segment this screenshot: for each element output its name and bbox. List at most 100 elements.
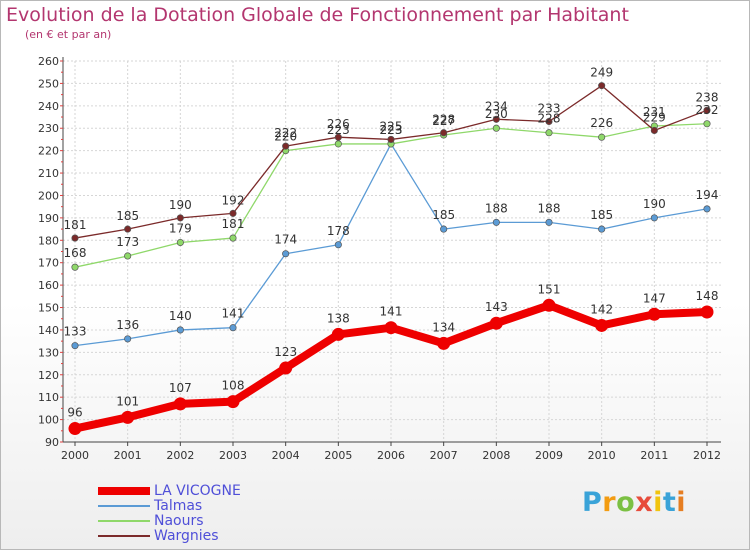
y-tick-label: 220 xyxy=(38,145,59,158)
data-label: 178 xyxy=(327,224,350,238)
x-tick-label: 2012 xyxy=(693,449,721,462)
data-label: 194 xyxy=(696,188,719,202)
x-tick-label: 2006 xyxy=(377,449,405,462)
data-point xyxy=(440,129,448,137)
data-label: 223 xyxy=(380,123,403,137)
data-label: 222 xyxy=(274,126,297,140)
data-label: 143 xyxy=(485,300,508,314)
data-point xyxy=(331,327,345,341)
data-point xyxy=(703,205,711,213)
x-tick-label: 2008 xyxy=(482,449,510,462)
chart-subtitle: (en € et par an) xyxy=(25,28,112,41)
y-tick-label: 180 xyxy=(38,234,59,247)
data-label: 168 xyxy=(64,246,87,260)
y-tick-label: 240 xyxy=(38,100,59,113)
data-point xyxy=(545,129,553,137)
data-label: 108 xyxy=(222,379,245,393)
data-point xyxy=(279,361,293,375)
y-tick-label: 120 xyxy=(38,369,59,382)
data-point xyxy=(282,142,290,150)
data-label: 138 xyxy=(327,311,350,325)
data-point xyxy=(71,342,79,350)
data-label: 107 xyxy=(169,381,192,395)
data-label: 188 xyxy=(538,201,561,215)
data-label: 229 xyxy=(643,110,666,124)
x-tick-label: 2002 xyxy=(166,449,194,462)
data-point xyxy=(121,410,135,424)
logo-letter: x xyxy=(635,487,654,518)
y-tick-label: 200 xyxy=(38,189,59,202)
data-point xyxy=(545,218,553,226)
data-point xyxy=(492,218,500,226)
data-label: 226 xyxy=(327,117,350,131)
data-label: 179 xyxy=(169,222,192,236)
data-point xyxy=(598,133,606,141)
data-point xyxy=(124,225,132,233)
logo-letter: P xyxy=(582,487,603,518)
data-point xyxy=(229,234,237,242)
data-point xyxy=(229,209,237,217)
data-label: 134 xyxy=(432,320,455,334)
data-label: 230 xyxy=(485,107,508,121)
x-tick-label: 2010 xyxy=(588,449,616,462)
data-label: 233 xyxy=(538,102,561,116)
data-point xyxy=(492,115,500,123)
data-label: 228 xyxy=(538,112,561,126)
y-tick-label: 110 xyxy=(38,391,59,404)
y-tick-label: 130 xyxy=(38,346,59,359)
legend-swatch xyxy=(98,505,150,507)
data-point xyxy=(703,120,711,128)
data-point xyxy=(334,133,342,141)
legend-label: Wargnies xyxy=(154,528,219,544)
legend-label: LA VICOGNE xyxy=(154,483,241,499)
x-tick-label: 2011 xyxy=(640,449,668,462)
x-tick-label: 2005 xyxy=(324,449,352,462)
data-point xyxy=(542,298,556,312)
data-point xyxy=(334,241,342,249)
y-tick-label: 90 xyxy=(45,436,59,449)
y-tick-label: 210 xyxy=(38,167,59,180)
data-label: 231 xyxy=(643,105,666,119)
data-label: 223 xyxy=(380,123,403,137)
chart-title: Evolution de la Dotation Globale de Fonc… xyxy=(6,4,629,26)
x-tick-label: 2003 xyxy=(219,449,247,462)
data-point xyxy=(334,140,342,148)
x-tick-label: 2007 xyxy=(430,449,458,462)
data-point xyxy=(71,234,79,242)
data-label: 136 xyxy=(116,318,139,332)
data-point xyxy=(492,124,500,132)
data-point xyxy=(68,422,82,436)
data-point xyxy=(176,214,184,222)
x-tick-label: 2000 xyxy=(61,449,89,462)
data-label: 147 xyxy=(643,291,666,305)
data-point xyxy=(229,324,237,332)
data-point xyxy=(173,397,187,411)
y-tick-label: 260 xyxy=(38,55,59,68)
data-label: 185 xyxy=(116,209,139,223)
logo-letter: i xyxy=(676,487,687,518)
data-point xyxy=(226,395,240,409)
data-point xyxy=(700,305,714,319)
data-label: 141 xyxy=(380,305,403,319)
data-label: 227 xyxy=(432,114,455,128)
y-tick-label: 150 xyxy=(38,302,59,315)
data-label: 140 xyxy=(169,309,192,323)
proxiti-logo: Proxiti xyxy=(582,487,686,518)
data-point xyxy=(598,82,606,90)
legend-label: Talmas xyxy=(154,498,203,514)
data-point xyxy=(71,263,79,271)
data-label: 181 xyxy=(64,218,87,232)
y-tick-label: 170 xyxy=(38,257,59,270)
data-label: 225 xyxy=(380,119,403,133)
data-point xyxy=(437,336,451,350)
data-label: 238 xyxy=(696,90,719,104)
legend-swatch xyxy=(98,487,150,495)
data-label: 188 xyxy=(485,201,508,215)
data-label: 223 xyxy=(327,123,350,137)
data-point xyxy=(387,135,395,143)
data-label: 174 xyxy=(274,233,297,247)
data-point xyxy=(176,238,184,247)
data-point xyxy=(489,316,503,330)
data-label: 173 xyxy=(116,235,139,249)
